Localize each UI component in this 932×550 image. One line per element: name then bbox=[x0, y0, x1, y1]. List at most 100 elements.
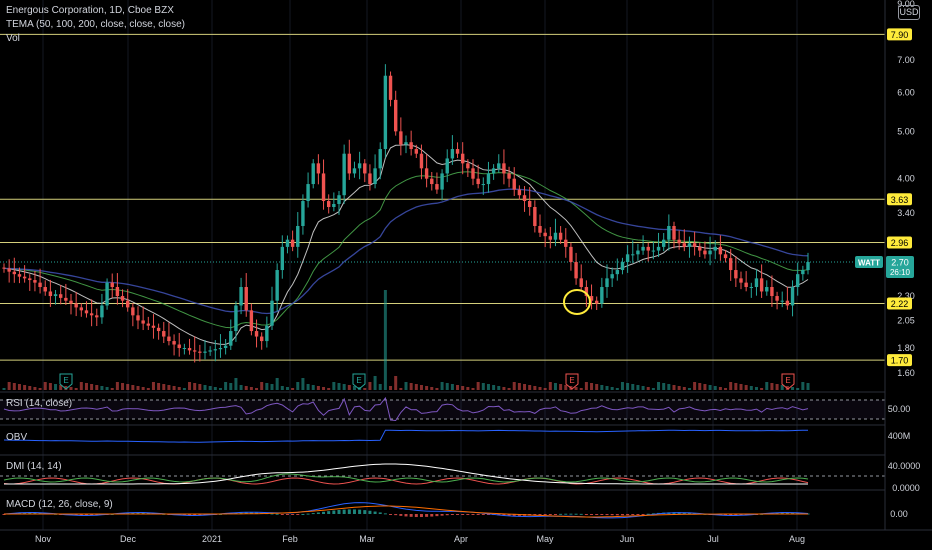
macd-hist-bar bbox=[394, 514, 398, 516]
macd-hist-bar bbox=[342, 509, 346, 514]
level-label-3.63: 3.63 bbox=[891, 195, 909, 205]
candle-body bbox=[450, 149, 455, 159]
volume-bar bbox=[657, 382, 661, 390]
candle-body bbox=[445, 158, 449, 174]
volume-bar bbox=[620, 382, 624, 390]
macd-hist-bar bbox=[533, 514, 537, 516]
volume-bar bbox=[404, 382, 408, 390]
candle-body bbox=[95, 315, 99, 318]
macd-hist-bar bbox=[182, 514, 186, 516]
volume-bar bbox=[74, 388, 78, 390]
macd-hist-bar bbox=[95, 514, 99, 516]
macd-hist-bar bbox=[791, 512, 795, 514]
level-label-2.96: 2.96 bbox=[891, 238, 909, 248]
candle-body bbox=[615, 270, 620, 275]
volume-bar bbox=[322, 387, 326, 390]
volume-bar bbox=[754, 387, 758, 390]
earnings-marker-0 bbox=[59, 373, 73, 390]
volume-bar bbox=[780, 385, 784, 390]
candle-body bbox=[610, 274, 614, 279]
candle-body bbox=[419, 153, 424, 169]
candle-body bbox=[656, 246, 661, 251]
candle-body bbox=[393, 99, 398, 132]
volume-bar bbox=[744, 385, 748, 390]
candle-body bbox=[430, 178, 434, 185]
volume-bar bbox=[48, 383, 52, 390]
time-tick-6: May bbox=[536, 534, 554, 544]
candle-body bbox=[667, 226, 671, 240]
volume-bar bbox=[296, 382, 300, 390]
rsi-label[interactable]: RSI (14, close) bbox=[6, 398, 73, 409]
candle-body bbox=[58, 294, 63, 298]
chart-title: Energous Corporation, 1D, Cboe BZX bbox=[6, 5, 174, 16]
candle-body bbox=[383, 75, 388, 150]
candle-body bbox=[203, 351, 207, 353]
volume-bar bbox=[801, 382, 805, 390]
candle-body bbox=[703, 250, 707, 255]
candle-body bbox=[512, 178, 516, 190]
macd-label[interactable]: MACD (12, 26, close, 9) bbox=[6, 499, 113, 510]
macd-hist-bar bbox=[538, 514, 542, 516]
macd-hist-bar bbox=[378, 512, 382, 514]
macd-hist-bar bbox=[188, 514, 192, 516]
currency-button[interactable]: USD bbox=[898, 5, 920, 20]
candle-body bbox=[460, 153, 465, 164]
candle-body bbox=[125, 300, 130, 308]
macd-hist-bar bbox=[414, 514, 418, 518]
macd-hist-bar bbox=[352, 509, 356, 514]
volume-bar bbox=[517, 383, 521, 390]
macd-hist-bar bbox=[636, 514, 640, 515]
volume-bar bbox=[595, 384, 599, 390]
macd-hist-bar bbox=[322, 511, 326, 514]
time-tick-7: Jun bbox=[620, 534, 635, 544]
candle-body bbox=[326, 201, 331, 207]
candle-body bbox=[151, 325, 156, 328]
volume-bar bbox=[698, 383, 702, 390]
macd-hist-bar bbox=[543, 514, 547, 515]
macd-hist-bar bbox=[280, 514, 284, 515]
dmi-label[interactable]: DMI (14, 14) bbox=[6, 461, 62, 472]
macd-hist-bar bbox=[507, 514, 511, 516]
tema-indicator-label[interactable]: TEMA (50, 100, 200, close, close, close) bbox=[6, 19, 185, 30]
candle-body bbox=[177, 344, 181, 349]
volume-bar bbox=[440, 382, 444, 390]
candle-body bbox=[558, 232, 563, 240]
dmi-axis-label-low: 0.0000 bbox=[892, 483, 920, 493]
volume-bar bbox=[177, 387, 181, 390]
candle-body bbox=[507, 173, 511, 179]
candle-body bbox=[806, 262, 810, 271]
volume-bar bbox=[662, 383, 666, 390]
obv-label[interactable]: OBV bbox=[6, 432, 28, 443]
macd-hist-bar bbox=[471, 514, 475, 515]
candle-body bbox=[713, 246, 717, 251]
volume-bar bbox=[84, 383, 88, 390]
volume-bar bbox=[43, 382, 47, 390]
time-tick-0: Nov bbox=[35, 534, 52, 544]
candle-body bbox=[775, 296, 779, 301]
volume-bar bbox=[497, 386, 501, 390]
candle-body bbox=[89, 313, 94, 316]
volume-bar bbox=[378, 384, 382, 390]
volume-bar bbox=[796, 388, 800, 390]
volume-bar bbox=[249, 387, 253, 390]
macd-hist-bar bbox=[435, 514, 439, 517]
volume-bar bbox=[95, 385, 99, 390]
candles bbox=[2, 64, 810, 363]
volume-bar bbox=[409, 383, 413, 390]
macd-hist-bar bbox=[239, 512, 243, 514]
candle-body bbox=[352, 168, 357, 174]
volume-bar bbox=[512, 382, 516, 390]
volume-bar bbox=[198, 384, 202, 390]
level-label-bg bbox=[887, 28, 912, 41]
volume-bar bbox=[347, 385, 351, 390]
dmi-adx-line bbox=[4, 463, 808, 485]
volume-bar bbox=[59, 385, 63, 390]
volume-label[interactable]: Vol bbox=[6, 33, 20, 44]
macd-hist-bar bbox=[553, 514, 557, 515]
candle-body bbox=[270, 300, 274, 326]
candle-body bbox=[69, 300, 73, 304]
volume-bar bbox=[38, 388, 42, 390]
macd-hist-bar bbox=[404, 514, 408, 517]
candle-body bbox=[692, 243, 697, 247]
volume-bar bbox=[760, 388, 764, 390]
